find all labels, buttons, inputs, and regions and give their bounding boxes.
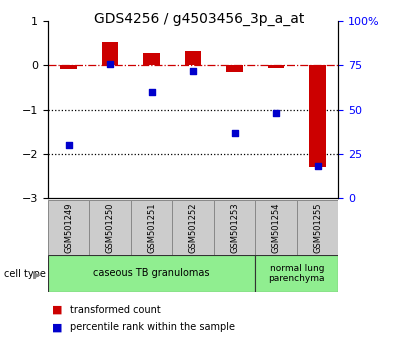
Bar (309, 65, 326, 167)
Text: cell type: cell type (4, 269, 46, 279)
Text: caseous TB granulomas: caseous TB granulomas (93, 268, 210, 279)
Bar (255, 255, 338, 292)
Bar (297, 200, 338, 255)
Point (190, 68, 196, 74)
Bar (131, 200, 172, 255)
Text: GSM501253: GSM501253 (230, 202, 239, 253)
Point (314, 164, 321, 169)
Text: transformed count: transformed count (70, 305, 160, 315)
Text: GSM501251: GSM501251 (147, 202, 156, 253)
Bar (226, 65, 243, 72)
Text: normal lung
parenchyma: normal lung parenchyma (269, 264, 325, 283)
Bar (214, 200, 255, 255)
Bar (185, 51, 201, 65)
Point (273, 110, 279, 116)
Point (231, 130, 238, 136)
Point (107, 61, 113, 67)
Text: GSM501250: GSM501250 (105, 202, 115, 253)
Text: GSM501249: GSM501249 (64, 202, 73, 253)
Text: GDS4256 / g4503456_3p_a_at: GDS4256 / g4503456_3p_a_at (94, 12, 304, 27)
Text: GSM501255: GSM501255 (313, 202, 322, 253)
Text: ▶: ▶ (33, 269, 41, 279)
Bar (172, 200, 214, 255)
Point (148, 89, 155, 95)
Bar (60, 65, 77, 69)
Bar (48, 255, 255, 292)
Text: percentile rank within the sample: percentile rank within the sample (70, 322, 235, 332)
Text: GSM501252: GSM501252 (189, 202, 197, 253)
Text: ■: ■ (52, 322, 62, 332)
Bar (143, 53, 160, 65)
Bar (255, 200, 297, 255)
Text: GSM501254: GSM501254 (271, 202, 281, 253)
Bar (48, 200, 89, 255)
Bar (268, 65, 284, 68)
Text: ■: ■ (52, 305, 62, 315)
Bar (89, 200, 131, 255)
Point (65, 142, 72, 148)
Bar (102, 42, 118, 65)
